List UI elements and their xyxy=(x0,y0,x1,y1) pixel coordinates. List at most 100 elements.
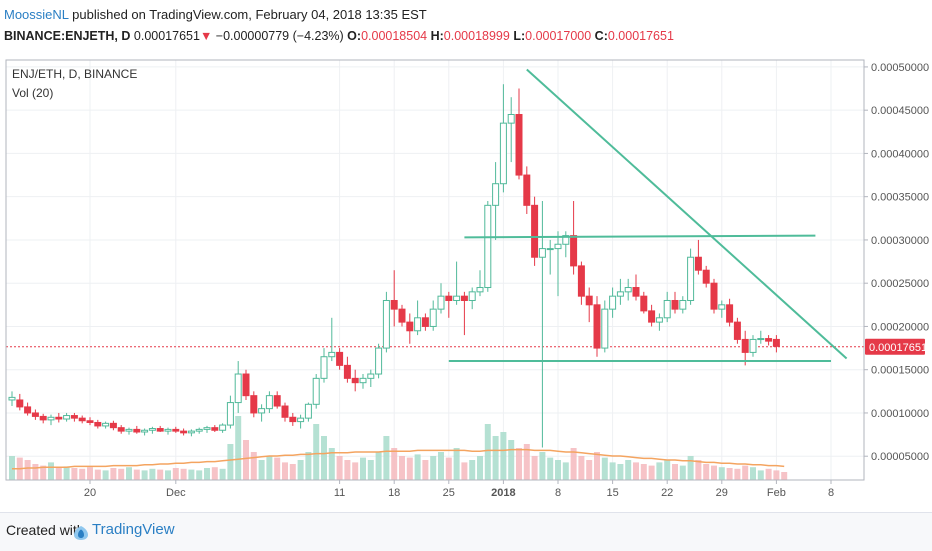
candle-body xyxy=(538,248,546,258)
candle-body xyxy=(343,364,351,379)
volume-bar xyxy=(445,457,452,480)
candle-body xyxy=(125,428,133,432)
volume-bar xyxy=(765,468,772,480)
candle xyxy=(772,335,780,353)
candle xyxy=(523,166,531,214)
candle xyxy=(749,335,757,357)
volume-bar xyxy=(40,465,47,480)
candle-body xyxy=(63,415,71,420)
candle xyxy=(546,239,554,275)
candle xyxy=(273,391,281,409)
candle-body xyxy=(273,395,281,407)
volume-bar xyxy=(742,465,749,480)
volume-bar xyxy=(516,448,522,480)
volume-bar xyxy=(141,470,148,480)
candle-body xyxy=(219,424,227,431)
candle-body xyxy=(8,396,16,401)
volume-bar xyxy=(601,457,608,480)
candle-body xyxy=(554,243,562,250)
symbol: BINANCE:ENJETH, D xyxy=(4,29,131,43)
close-value: 0.00017651 xyxy=(607,29,674,43)
y-tick-label: 0.00030000 xyxy=(871,235,929,247)
volume-bar xyxy=(94,469,101,480)
y-tick-label: 0.00015000 xyxy=(871,365,929,377)
open-value: 0.00018504 xyxy=(361,29,428,43)
volume-bar xyxy=(227,444,234,480)
last-price-tag-label: 0.00017651 xyxy=(869,342,927,354)
volume-bar xyxy=(157,469,164,480)
grid xyxy=(6,60,864,480)
candle-body xyxy=(772,338,780,347)
candle xyxy=(499,84,507,193)
x-tick-label: 8 xyxy=(555,487,561,499)
candle xyxy=(390,270,398,327)
candle-body xyxy=(757,338,765,341)
candle xyxy=(468,287,476,310)
volume-bar xyxy=(406,457,413,480)
candle xyxy=(117,425,125,434)
candle-body xyxy=(421,317,429,327)
candle xyxy=(297,414,305,429)
candle xyxy=(437,283,445,314)
candle-body xyxy=(546,248,554,251)
candle xyxy=(616,278,624,305)
price-chart[interactable]: 0.00005000 0.00010000 0.00015000 0.00020000… xyxy=(0,52,932,512)
candle xyxy=(406,313,414,344)
candle xyxy=(453,261,461,305)
candle-body xyxy=(648,310,656,323)
candle xyxy=(125,427,133,435)
volume-bar xyxy=(477,456,483,480)
x-tick-label: 8 xyxy=(828,487,834,499)
candle xyxy=(102,421,110,429)
last-price-tag xyxy=(865,338,925,355)
y-tick-label: 0.00005000 xyxy=(871,451,929,463)
volume-bar xyxy=(172,468,179,480)
y-axis[interactable]: 0.00005000 0.00010000 0.00015000 0.00020000… xyxy=(864,62,929,463)
volume-bars xyxy=(9,416,788,480)
candle xyxy=(109,420,117,431)
volume-ma-line xyxy=(12,448,785,470)
candle-body xyxy=(289,416,297,423)
author-link[interactable]: MoossieNL xyxy=(4,7,69,22)
x-axis[interactable]: 20 Dec 11 18 25 2018 8 15 22 29 Feb 8 xyxy=(84,480,834,499)
candle xyxy=(24,402,32,416)
volume-bar xyxy=(110,468,117,480)
candle xyxy=(562,231,570,258)
candle xyxy=(164,427,172,435)
candle xyxy=(710,278,718,314)
trendlines[interactable] xyxy=(448,68,848,363)
candle-body xyxy=(460,295,468,301)
candle xyxy=(211,425,219,432)
volume-bar xyxy=(391,448,398,480)
candle xyxy=(359,374,367,389)
open-label: O: xyxy=(347,29,362,43)
volume-bar xyxy=(414,454,421,480)
x-tick-label: 11 xyxy=(334,487,345,499)
candle xyxy=(429,300,437,331)
tradingview-brand[interactable]: TradingView xyxy=(92,521,175,538)
candle xyxy=(492,162,500,240)
candle-body xyxy=(531,204,539,258)
footer: Created with TradingView xyxy=(0,512,932,551)
candle xyxy=(445,291,453,318)
candle-body xyxy=(414,317,422,332)
candle xyxy=(250,391,258,418)
volume-bar xyxy=(664,460,671,480)
candle-body xyxy=(94,421,102,427)
candle-body xyxy=(312,377,320,405)
candle-body xyxy=(687,256,695,301)
candle-body xyxy=(507,114,515,124)
volume-bar xyxy=(367,460,374,480)
tradingview-logo-icon[interactable] xyxy=(72,520,90,542)
candle-body xyxy=(242,373,250,397)
candle-body xyxy=(359,377,367,384)
candle xyxy=(8,391,16,407)
candle-body xyxy=(141,429,149,433)
low-label: L: xyxy=(513,29,526,43)
volume-bar xyxy=(609,462,616,480)
volume-bar xyxy=(523,444,530,480)
volume-bar xyxy=(750,467,756,480)
candle-body xyxy=(133,428,141,433)
volume-bar xyxy=(453,448,460,480)
candle xyxy=(421,313,429,331)
